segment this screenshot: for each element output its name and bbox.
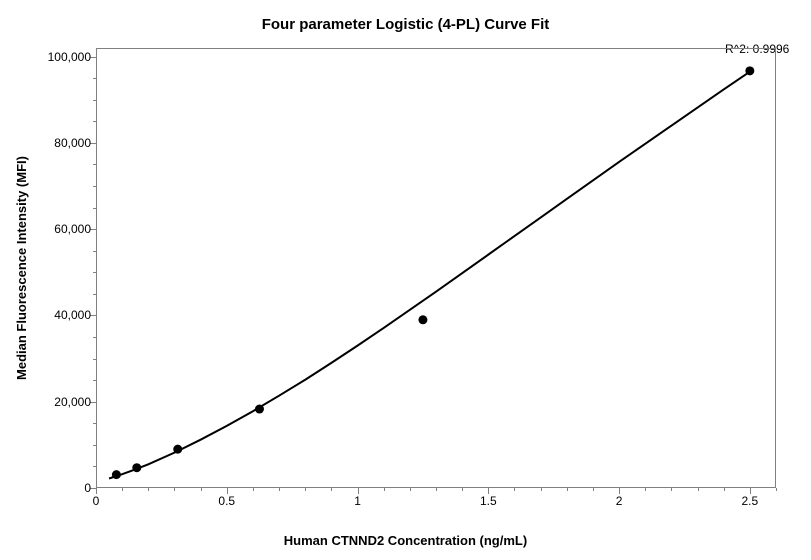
data-point (132, 463, 141, 472)
x-tick-label: 0.5 (218, 494, 235, 508)
data-point (745, 66, 754, 75)
x-tick-minor (410, 488, 411, 491)
x-tick-minor (462, 488, 463, 491)
y-tick-minor (93, 100, 96, 101)
x-tick-minor (253, 488, 254, 491)
x-tick-minor (514, 488, 515, 491)
y-tick-label: 80,000 (54, 136, 91, 150)
y-tick-label: 40,000 (54, 308, 91, 322)
x-tick-minor (174, 488, 175, 491)
y-tick-minor (93, 294, 96, 295)
y-axis-label: Median Fluorescence Intensity (MFI) (14, 156, 29, 380)
x-tick-minor (384, 488, 385, 491)
chart-title: Four parameter Logistic (4-PL) Curve Fit (0, 16, 811, 33)
y-tick-minor (93, 121, 96, 122)
x-tick-minor (541, 488, 542, 491)
x-axis-label: Human CTNND2 Concentration (ng/mL) (0, 533, 811, 548)
y-tick-minor (93, 337, 96, 338)
data-point (255, 405, 264, 414)
y-tick-minor (93, 208, 96, 209)
y-tick-minor (93, 164, 96, 165)
x-tick-minor (724, 488, 725, 491)
x-tick-label: 2 (616, 494, 623, 508)
x-tick-label: 2.5 (742, 494, 759, 508)
x-tick-minor (567, 488, 568, 491)
data-point (173, 445, 182, 454)
y-tick-minor (93, 423, 96, 424)
x-tick-minor (305, 488, 306, 491)
y-tick-label: 20,000 (54, 395, 91, 409)
x-tick-minor (436, 488, 437, 491)
x-tick-minor (645, 488, 646, 491)
x-tick-minor (331, 488, 332, 491)
x-tick-minor (201, 488, 202, 491)
chart-svg (96, 48, 776, 488)
x-tick-label: 1 (354, 494, 361, 508)
x-tick-minor (279, 488, 280, 491)
y-tick-label: 60,000 (54, 222, 91, 236)
x-tick-minor (122, 488, 123, 491)
y-tick-minor (93, 445, 96, 446)
x-tick-minor (776, 488, 777, 491)
x-tick-minor (698, 488, 699, 491)
y-tick-minor (93, 380, 96, 381)
fit-curve (109, 72, 750, 479)
x-tick-minor (593, 488, 594, 491)
data-point (112, 470, 121, 479)
y-tick-minor (93, 186, 96, 187)
chart-container: Four parameter Logistic (4-PL) Curve Fit… (0, 0, 811, 560)
y-tick-label: 100,000 (48, 50, 91, 64)
x-tick-minor (148, 488, 149, 491)
x-tick-minor (671, 488, 672, 491)
data-points-group (112, 66, 754, 479)
data-point (418, 315, 427, 324)
y-tick-minor (93, 251, 96, 252)
y-tick-minor (93, 78, 96, 79)
y-tick-minor (93, 272, 96, 273)
x-tick-label: 1.5 (480, 494, 497, 508)
y-tick-label: 0 (84, 481, 91, 495)
x-tick-label: 0 (93, 494, 100, 508)
y-tick-minor (93, 466, 96, 467)
y-tick-minor (93, 359, 96, 360)
